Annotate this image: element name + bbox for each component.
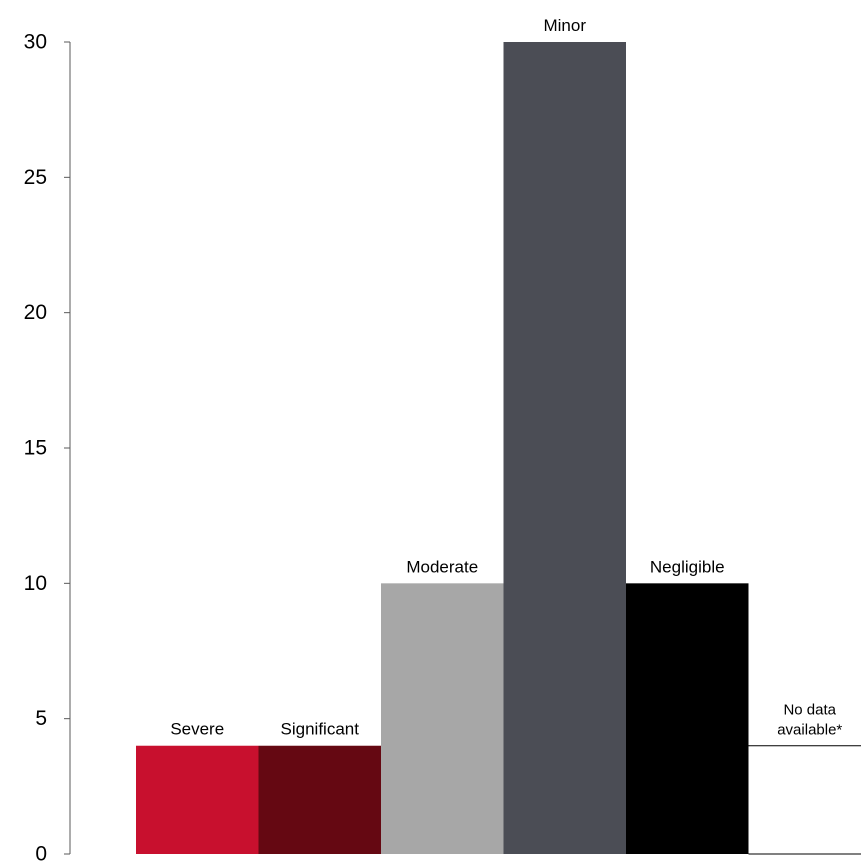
bars (136, 42, 861, 855)
bar-label: No data available* (777, 702, 842, 739)
y-tick-label: 30 (24, 31, 47, 54)
bar (503, 42, 626, 854)
y-axis: 0 5 10 15 20 25 30 (24, 31, 71, 863)
bar-label: Negligible (650, 557, 725, 576)
bar (136, 745, 259, 854)
bar-labels: Severe Significant Moderate Minor Negligible… (170, 16, 842, 739)
bar-label: Moderate (406, 557, 478, 576)
y-tick-label: 10 (24, 572, 47, 595)
y-tick-label: 0 (35, 843, 47, 863)
bar-label: Minor (543, 16, 586, 35)
y-tick-label: 15 (24, 437, 47, 460)
bar (258, 745, 381, 854)
bar-label: Severe (170, 720, 224, 739)
y-tick-label: 5 (35, 707, 47, 730)
y-tick-label: 20 (24, 301, 47, 324)
bar (626, 583, 749, 854)
y-tick-label: 25 (24, 166, 47, 189)
bar (381, 583, 504, 854)
bar-label: Significant (281, 720, 360, 739)
